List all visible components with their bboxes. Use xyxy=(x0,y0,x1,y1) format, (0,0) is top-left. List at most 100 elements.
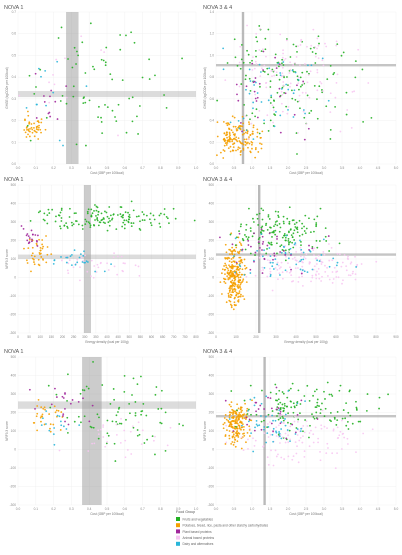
scatter-point xyxy=(288,72,291,74)
scatter-point xyxy=(62,425,65,428)
scatter-point xyxy=(104,61,107,64)
scatter-point xyxy=(316,259,319,262)
scatter-point xyxy=(316,215,319,218)
scatter-point xyxy=(169,426,172,429)
scatter-point xyxy=(227,294,230,297)
scatter-point xyxy=(269,102,272,104)
scatter-point xyxy=(277,412,280,415)
scatter-point xyxy=(322,64,325,67)
scatter-point xyxy=(301,275,303,278)
scatter-point xyxy=(343,254,346,256)
scatter-point xyxy=(261,255,264,258)
scatter-point xyxy=(266,67,269,70)
scatter-point xyxy=(246,431,249,434)
scatter-point xyxy=(148,78,151,80)
scatter-point xyxy=(152,439,155,442)
scatter-point xyxy=(291,382,294,385)
scatter-point xyxy=(97,210,100,213)
scatter-point xyxy=(254,274,257,277)
scatter-point xyxy=(331,259,334,262)
scatter-point xyxy=(231,264,234,266)
scatter-point xyxy=(246,24,248,27)
scatter-point xyxy=(300,240,302,243)
y-tick-label: 400 xyxy=(209,202,215,206)
scatter-point xyxy=(296,445,298,448)
scatter-point xyxy=(314,257,317,260)
scatter-point xyxy=(276,252,278,255)
scatter-point xyxy=(229,233,232,236)
scatter-point xyxy=(223,280,226,283)
scatter-point xyxy=(254,254,256,256)
scatter-point xyxy=(237,148,239,151)
scatter-point xyxy=(117,134,119,137)
scatter-point xyxy=(229,423,231,426)
scatter-point xyxy=(287,262,289,265)
scatter-point xyxy=(298,88,300,91)
scatter-point xyxy=(237,286,240,288)
scatter-point xyxy=(125,418,127,421)
scatter-point xyxy=(300,248,303,251)
scatter-point xyxy=(242,122,245,125)
scatter-point xyxy=(287,441,290,444)
scatter-point xyxy=(316,47,318,50)
scatter-point xyxy=(252,126,255,129)
scatter-point xyxy=(354,273,357,276)
scatter-point xyxy=(328,393,331,396)
scatter-point xyxy=(102,426,105,428)
scatter-point xyxy=(314,62,317,64)
scatter-point xyxy=(352,270,354,273)
scatter-point xyxy=(247,53,250,56)
scatter-point xyxy=(140,413,143,416)
scatter-point xyxy=(316,117,319,120)
scatter-point xyxy=(219,281,222,284)
scatter-point xyxy=(284,236,287,239)
scatter-point xyxy=(79,279,81,282)
scatter-point xyxy=(232,270,234,273)
scatter-point xyxy=(121,225,124,228)
scatter-point xyxy=(335,271,338,273)
scatter-point xyxy=(251,132,254,135)
scatter-point xyxy=(235,425,237,428)
scatter-point xyxy=(230,420,233,423)
scatter-point xyxy=(292,246,295,249)
scatter-point xyxy=(298,219,301,222)
scatter-point xyxy=(267,28,270,31)
scatter-point xyxy=(227,138,230,141)
x-tick-label: 4.5 xyxy=(376,166,381,170)
scatter-point xyxy=(277,62,280,65)
scatter-point xyxy=(316,89,319,92)
scatter-point xyxy=(241,409,243,412)
scatter-point xyxy=(303,230,306,232)
scatter-point xyxy=(57,37,60,39)
x-tick-label: 900 xyxy=(393,335,399,339)
scatter-point xyxy=(160,407,163,410)
scatter-point xyxy=(320,424,323,427)
scatter-point xyxy=(269,391,272,394)
scatter-point xyxy=(297,45,299,48)
scatter-point xyxy=(157,408,160,410)
scatter-point xyxy=(309,231,312,234)
scatter-point xyxy=(137,133,139,135)
scatter-point xyxy=(132,209,135,212)
scatter-point xyxy=(272,430,274,433)
scatter-point xyxy=(130,31,133,34)
scatter-point xyxy=(159,421,162,424)
scatter-point xyxy=(347,428,350,430)
scatter-point xyxy=(224,257,227,259)
x-tick-label: 800 xyxy=(193,335,199,339)
scatter-point xyxy=(289,68,292,71)
scatter-point xyxy=(141,211,144,213)
scatter-point xyxy=(299,239,301,242)
scatter-point xyxy=(268,218,271,220)
scatter-point xyxy=(83,261,86,264)
scatter-point xyxy=(335,276,338,278)
y-tick-label: 0 xyxy=(14,276,16,280)
scatter-point xyxy=(131,96,134,99)
scatter-point xyxy=(84,72,87,74)
scatter-point xyxy=(269,397,272,400)
scatter-point xyxy=(342,279,344,282)
scatter-point xyxy=(302,109,305,111)
scatter-point xyxy=(100,116,102,119)
scatter-point xyxy=(367,82,370,84)
scatter-point xyxy=(150,224,153,227)
